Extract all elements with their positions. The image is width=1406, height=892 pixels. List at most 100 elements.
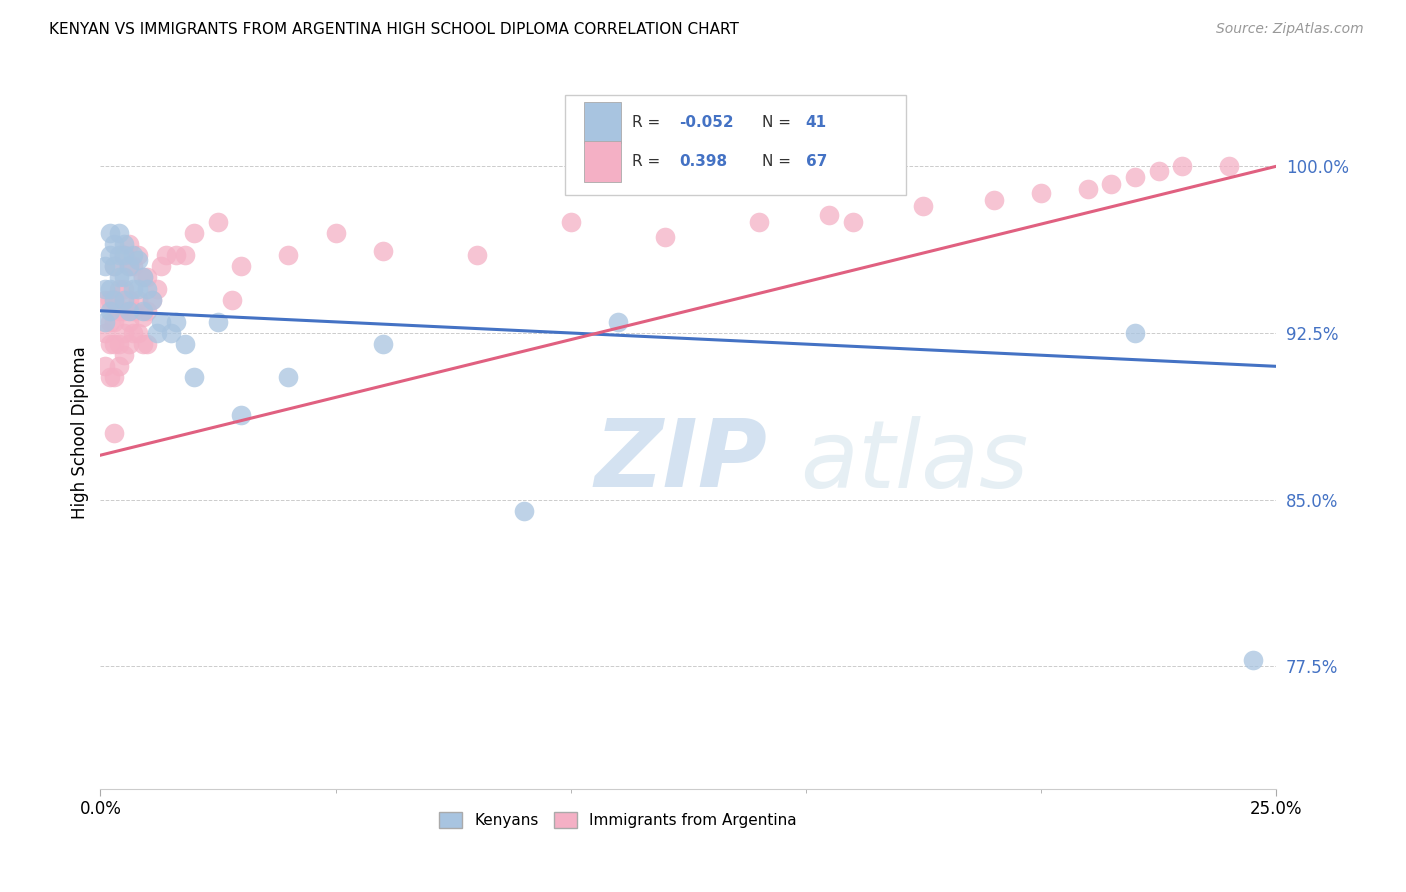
Point (174, 337, 197, 351)
Point (136, 281, 159, 295)
Point (155, 248, 177, 262)
Point (231, 260, 253, 274)
Text: ZIP: ZIP (595, 416, 768, 508)
Point (183, 226, 205, 240)
Point (136, 270, 159, 285)
Text: atlas: atlas (800, 416, 1028, 507)
Point (912, 199, 935, 213)
Point (122, 326, 145, 340)
Point (103, 293, 125, 307)
Text: KENYAN VS IMMIGRANTS FROM ARGENTINA HIGH SCHOOL DIPLOMA CORRELATION CHART: KENYAN VS IMMIGRANTS FROM ARGENTINA HIGH… (49, 22, 740, 37)
Point (983, 193, 1005, 207)
Point (1218, 159, 1240, 173)
Point (127, 281, 149, 295)
Point (1123, 170, 1146, 185)
Point (150, 315, 173, 329)
Point (1077, 181, 1099, 195)
Point (98, 303, 121, 318)
Point (98, 226, 121, 240)
Point (131, 270, 153, 285)
Legend: Kenyans, Immigrants from Argentina: Kenyans, Immigrants from Argentina (433, 806, 803, 834)
Point (112, 270, 135, 285)
Point (112, 248, 135, 262)
Text: R =: R = (631, 153, 669, 169)
Point (117, 315, 139, 329)
Point (512, 504, 534, 518)
Point (842, 215, 865, 229)
Point (112, 348, 135, 362)
Point (1123, 326, 1146, 340)
FancyBboxPatch shape (565, 95, 905, 194)
Point (98, 315, 121, 329)
Point (122, 303, 145, 318)
Point (108, 337, 131, 351)
Point (94, 260, 117, 274)
Point (94, 326, 117, 340)
Point (146, 326, 169, 340)
Point (94, 359, 117, 374)
Point (465, 248, 488, 262)
Point (141, 293, 163, 307)
Point (108, 270, 131, 285)
Point (103, 260, 125, 274)
Point (371, 244, 394, 258)
Point (108, 281, 131, 295)
Text: N =: N = (762, 153, 796, 169)
Point (127, 326, 149, 340)
Point (146, 281, 169, 295)
Point (117, 260, 139, 274)
Point (108, 226, 131, 240)
Point (150, 260, 173, 274)
Point (98, 281, 121, 295)
Point (325, 226, 347, 240)
Point (165, 248, 187, 262)
FancyBboxPatch shape (583, 141, 621, 182)
Point (165, 315, 187, 329)
Point (94, 315, 117, 329)
Text: R =: R = (631, 115, 665, 129)
FancyBboxPatch shape (583, 102, 621, 143)
Point (127, 248, 149, 262)
Point (1171, 159, 1194, 173)
Point (108, 303, 131, 318)
Point (103, 425, 125, 440)
Point (560, 215, 582, 229)
Point (122, 248, 145, 262)
Point (103, 337, 125, 351)
Point (117, 237, 139, 252)
Point (117, 303, 139, 318)
Point (127, 252, 149, 267)
Point (221, 293, 243, 307)
Text: 41: 41 (806, 115, 827, 129)
Point (108, 359, 131, 374)
Point (606, 315, 628, 329)
Point (654, 230, 676, 244)
Point (1101, 177, 1123, 191)
Point (112, 237, 135, 252)
Point (141, 293, 163, 307)
Point (136, 337, 159, 351)
Point (131, 303, 153, 318)
Text: 67: 67 (806, 153, 827, 169)
Point (94, 293, 117, 307)
Point (183, 370, 205, 384)
Point (277, 370, 299, 384)
Point (117, 260, 139, 274)
Point (231, 408, 253, 422)
Point (112, 293, 135, 307)
Point (160, 326, 183, 340)
Point (1147, 163, 1170, 178)
Point (127, 293, 149, 307)
Point (117, 293, 139, 307)
Point (112, 303, 135, 318)
Point (131, 337, 153, 351)
Point (112, 248, 135, 262)
Point (136, 303, 159, 318)
Y-axis label: High School Diploma: High School Diploma (72, 347, 89, 519)
Point (103, 293, 125, 307)
Point (103, 370, 125, 384)
Text: N =: N = (762, 115, 796, 129)
Point (103, 260, 125, 274)
Text: -0.052: -0.052 (679, 115, 734, 129)
Point (94, 281, 117, 295)
